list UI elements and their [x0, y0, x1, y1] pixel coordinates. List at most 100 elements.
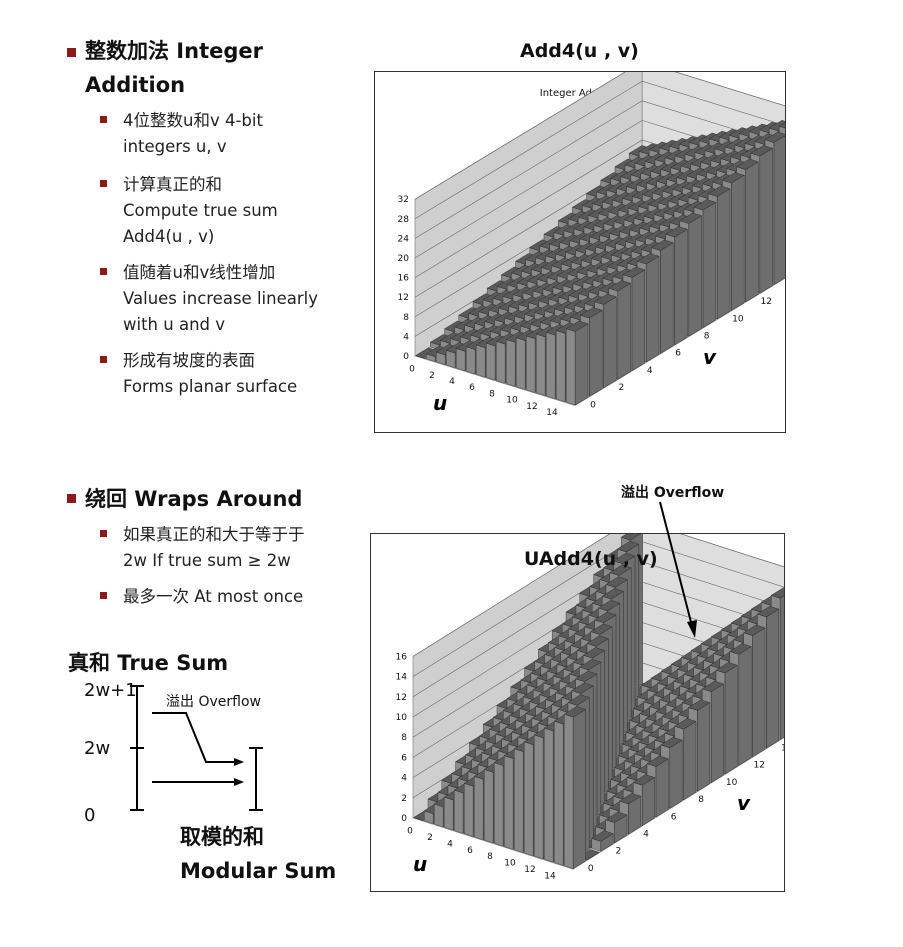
u-tick-label: 14 — [544, 871, 556, 881]
arrow-head-icon — [234, 778, 244, 786]
bar — [475, 344, 486, 378]
v-tick-label: 14 — [781, 744, 784, 754]
u-tick-label: 12 — [526, 402, 537, 412]
bar — [752, 627, 766, 758]
v-tick-label: 8 — [704, 332, 710, 342]
bar — [574, 323, 589, 406]
z-tick-label: 12 — [398, 293, 409, 303]
bar — [605, 811, 628, 823]
bar — [463, 782, 474, 837]
bar — [594, 611, 617, 623]
bar — [443, 796, 454, 831]
bullet-text: 计算真正的和 — [123, 175, 222, 194]
z-tick-label: 24 — [398, 234, 410, 244]
bar — [693, 199, 717, 211]
z-tick-label: 10 — [396, 713, 408, 723]
arrow-head-icon — [234, 758, 244, 766]
bar — [646, 755, 669, 767]
heading-line: 绕回 Wraps Around — [85, 487, 303, 511]
bar — [724, 664, 738, 775]
bar — [618, 793, 642, 805]
bar — [465, 346, 476, 375]
bullet-text: Forms planar surface — [123, 377, 298, 396]
bullet-text: 值随着u和v线性增加 — [123, 263, 276, 282]
v-axis-name: v — [703, 345, 717, 369]
bar — [665, 226, 688, 238]
bar — [631, 269, 645, 371]
v-tick-label: 6 — [675, 349, 681, 359]
bar — [660, 242, 674, 354]
bar — [697, 702, 710, 792]
chart1-frame: Integer Addition 0 4 8 12 16 20 24 28 32 0 2 4 6 8 10 1… — [374, 71, 786, 433]
bar — [597, 600, 621, 612]
true-sum-label: 真和 True Sum — [68, 651, 229, 675]
overflow-arrow — [152, 712, 238, 763]
bar — [565, 320, 589, 332]
bar — [543, 727, 554, 863]
bar — [565, 328, 576, 406]
z-tick-label: 2 — [401, 794, 407, 804]
bar — [701, 680, 725, 692]
bar — [563, 713, 574, 869]
diagram-overflow-label: 溢出 Overflow — [166, 694, 261, 710]
square-bullet-icon — [100, 116, 107, 123]
section2-bullet-list: 如果真正的和大于等于于 2w If true sum ≥ 2w 最多一次 At … — [100, 522, 370, 622]
v-tick-label: 2 — [619, 383, 625, 393]
bar — [515, 337, 526, 390]
bar — [555, 330, 566, 403]
bar — [674, 228, 688, 346]
bar — [617, 282, 631, 380]
bar — [455, 348, 466, 372]
z-tick-label: 28 — [398, 215, 410, 225]
bar — [533, 734, 544, 860]
modular-sum-label-en: Modular Sum — [180, 859, 337, 883]
v-tick-label: 4 — [647, 366, 653, 376]
v-axis-name: v — [737, 791, 751, 815]
bar — [473, 776, 484, 841]
bar — [756, 606, 780, 618]
bar — [578, 659, 602, 671]
label-zero: 0 — [84, 805, 96, 826]
bar — [679, 212, 703, 224]
bar — [683, 721, 697, 801]
heading-line: Addition — [85, 73, 186, 97]
v-tick-label: 10 — [732, 314, 744, 324]
z-tick-label: 6 — [401, 753, 407, 763]
square-bullet-icon — [67, 48, 76, 57]
bar — [445, 350, 456, 369]
bar — [601, 588, 625, 600]
v-tick-label: 4 — [643, 830, 649, 840]
bar — [485, 342, 496, 381]
bar — [715, 662, 738, 674]
bullet-text: Values increase linearly — [123, 289, 318, 308]
v-tick-label: 2 — [616, 847, 622, 857]
z-tick-label: 4 — [401, 774, 407, 784]
u-tick-label: 2 — [429, 371, 435, 381]
z-tick-label: 16 — [398, 274, 410, 284]
bar — [636, 253, 660, 265]
bar — [563, 706, 587, 718]
bar — [505, 339, 516, 387]
bar — [622, 266, 646, 278]
bar — [646, 255, 660, 363]
bar — [674, 718, 697, 730]
u-tick-label: 12 — [524, 865, 535, 875]
gridline — [414, 80, 785, 220]
square-bullet-icon — [100, 592, 107, 599]
bar — [620, 534, 641, 541]
bullet-text: 2w If true sum ≥ 2w — [123, 551, 291, 570]
z-tick-label: 14 — [396, 673, 408, 683]
bar — [669, 739, 683, 809]
u-tick-label: 10 — [506, 396, 518, 406]
u-tick-label: 4 — [449, 377, 455, 387]
u-tick-label: 6 — [467, 846, 473, 856]
bar — [650, 239, 674, 251]
bar — [721, 172, 745, 184]
u-tick-label: 0 — [407, 827, 413, 837]
bar — [609, 564, 632, 576]
label-2w1: 2w+1 — [84, 680, 137, 701]
bar — [594, 293, 617, 305]
bullet-text: with u and v — [123, 315, 226, 334]
bar — [660, 736, 683, 749]
bar — [687, 699, 711, 711]
